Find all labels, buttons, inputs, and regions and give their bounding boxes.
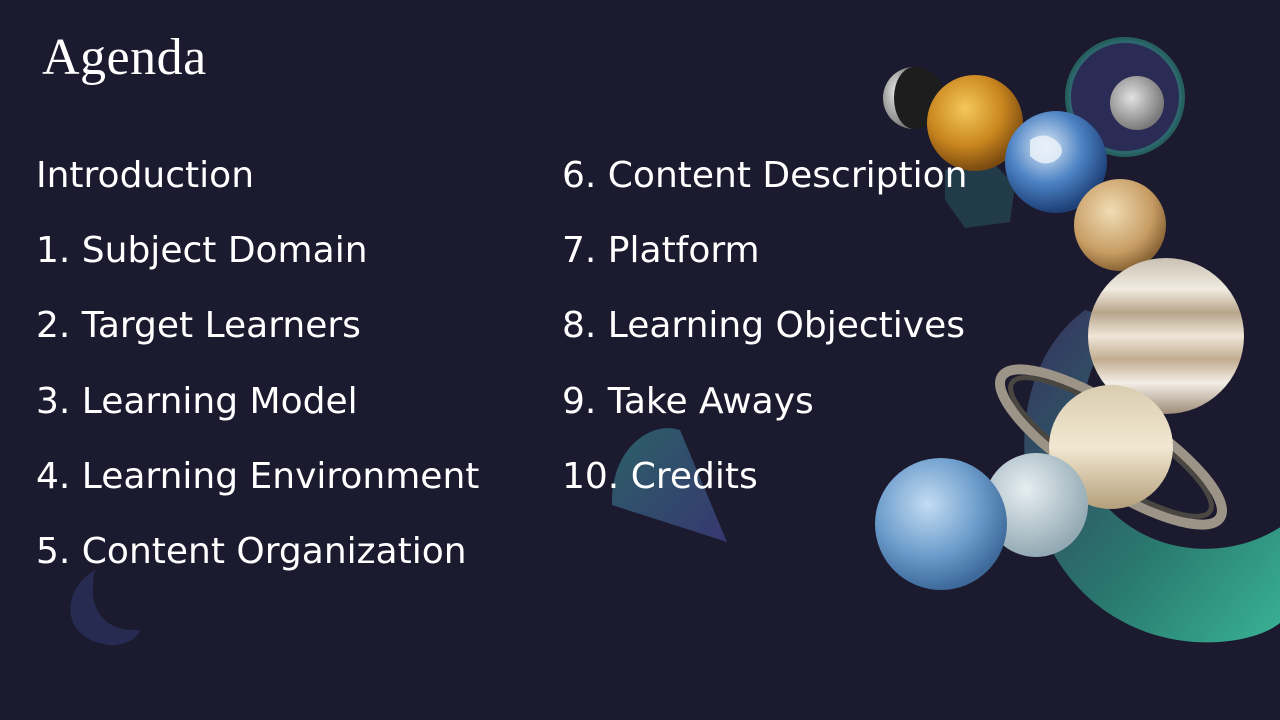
agenda-item-3: 3. Learning Model (36, 381, 358, 422)
slide-title: Agenda (42, 29, 207, 86)
agenda-item-6: 6. Content Description (562, 155, 968, 196)
agenda-item-1: 1. Subject Domain (36, 230, 368, 271)
agenda-item-7: 7. Platform (562, 230, 760, 271)
agenda-item-5: 5. Content Organization (36, 531, 467, 572)
agenda-item-introduction: Introduction (36, 155, 255, 196)
jupiter-icon (1088, 258, 1244, 414)
uranus-icon (984, 453, 1088, 557)
agenda-item-2: 2. Target Learners (36, 305, 361, 346)
neptune-icon (875, 458, 1007, 590)
cone-shape (611, 428, 727, 542)
moon-small-icon (1110, 76, 1164, 130)
agenda-item-10: 10. Credits (562, 456, 758, 497)
agenda-item-4: 4. Learning Environment (36, 456, 480, 497)
ring-shape (1024, 310, 1280, 643)
venus-icon (927, 75, 1023, 171)
agenda-item-9: 9. Take Aways (562, 381, 814, 422)
earth-icon (1005, 111, 1107, 213)
mars-icon (1074, 179, 1166, 271)
agenda-item-8: 8. Learning Objectives (562, 305, 965, 346)
